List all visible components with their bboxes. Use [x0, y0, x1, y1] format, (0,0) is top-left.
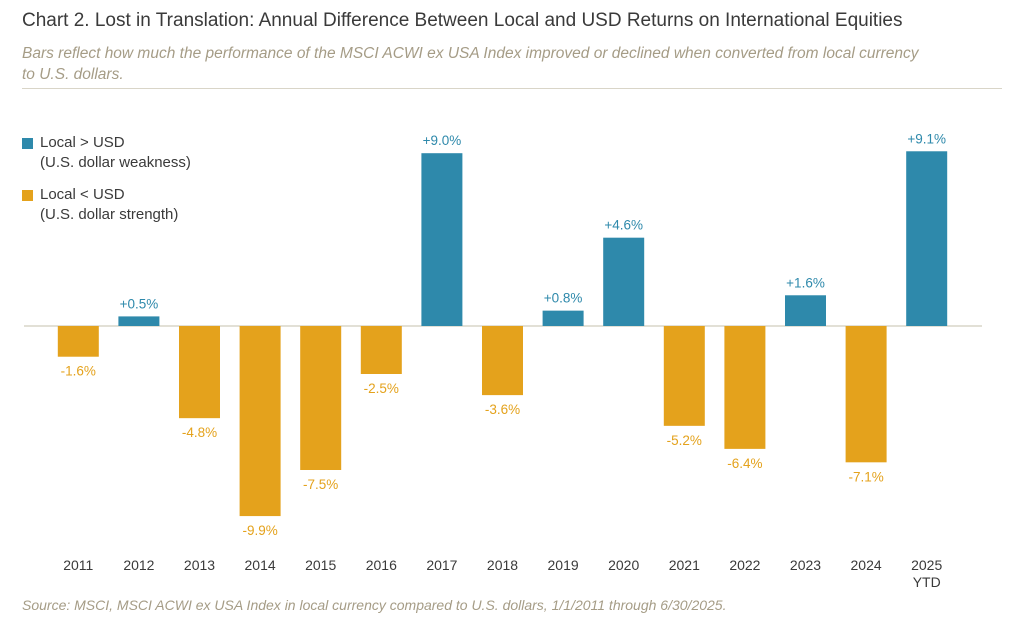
- bar-2013: [179, 326, 220, 419]
- x-tick-label: 2025 YTD: [911, 557, 942, 590]
- data-label: +9.0%: [423, 133, 462, 148]
- x-tick-label: 2016: [366, 557, 397, 573]
- bar-2019: [542, 310, 584, 326]
- bar-2022: [724, 326, 766, 449]
- legend: Local > USD (U.S. dollar weakness) Local…: [22, 133, 191, 237]
- x-tick-label: 2013: [184, 557, 215, 573]
- data-label: +1.6%: [786, 275, 825, 290]
- legend-negative-note: (U.S. dollar strength): [40, 206, 179, 223]
- header-divider: [22, 88, 1002, 89]
- data-label: +0.8%: [544, 291, 583, 306]
- x-tick-label: 2021: [669, 557, 700, 573]
- bar-2011: [57, 326, 99, 357]
- data-label: +4.6%: [604, 218, 643, 233]
- data-label: -2.5%: [364, 381, 399, 396]
- bar-2020: [603, 237, 645, 326]
- x-tick-label: 2014: [245, 557, 276, 573]
- bar-2023: [785, 295, 826, 326]
- x-tick-label: 2022: [729, 557, 760, 573]
- bar-2012: [118, 316, 160, 326]
- data-label: -7.5%: [303, 477, 338, 492]
- data-label: -7.1%: [848, 469, 883, 484]
- x-tick-label: 2015: [305, 557, 336, 573]
- legend-positive-note: (U.S. dollar weakness): [40, 154, 191, 171]
- bar-2014: [239, 326, 281, 517]
- chart-title: Chart 2. Lost in Translation: Annual Dif…: [22, 10, 903, 31]
- chart-subtitle: Bars reflect how much the performance of…: [22, 45, 919, 83]
- legend-item-negative: Local < USD (U.S. dollar strength): [22, 185, 191, 225]
- x-tick-label: 2019: [548, 557, 579, 573]
- x-tick-label: 2023: [790, 557, 821, 573]
- bar-2025-ytd: [906, 151, 948, 326]
- source-note: Source: MSCI, MSCI ACWI ex USA Index in …: [22, 597, 727, 613]
- x-tick-label: 2017: [426, 557, 457, 573]
- bar-2021: [663, 326, 705, 426]
- bar-2015: [300, 326, 342, 470]
- bar-2016: [360, 326, 402, 374]
- data-label: -4.8%: [182, 425, 217, 440]
- data-label: -1.6%: [61, 364, 96, 379]
- data-label: +9.1%: [907, 131, 946, 146]
- x-tick-label: 2012: [123, 557, 154, 573]
- x-tick-label: 2018: [487, 557, 518, 573]
- data-label: -5.2%: [667, 433, 702, 448]
- data-label: -6.4%: [727, 456, 762, 471]
- bar-2017: [421, 153, 463, 326]
- bar-2018: [482, 326, 523, 396]
- bar-2024: [845, 326, 887, 463]
- legend-swatch-negative: [22, 190, 33, 201]
- x-tick-label: 2020: [608, 557, 639, 573]
- data-label: -3.6%: [485, 402, 520, 417]
- data-label: +0.5%: [120, 296, 159, 311]
- legend-positive-label: Local > USD: [40, 134, 125, 151]
- legend-item-positive: Local > USD (U.S. dollar weakness): [22, 133, 191, 173]
- data-label: -9.9%: [242, 523, 277, 538]
- x-tick-label: 2011: [63, 557, 93, 573]
- legend-negative-label: Local < USD: [40, 186, 125, 203]
- legend-swatch-positive: [22, 138, 33, 149]
- x-tick-label: 2024: [851, 557, 882, 573]
